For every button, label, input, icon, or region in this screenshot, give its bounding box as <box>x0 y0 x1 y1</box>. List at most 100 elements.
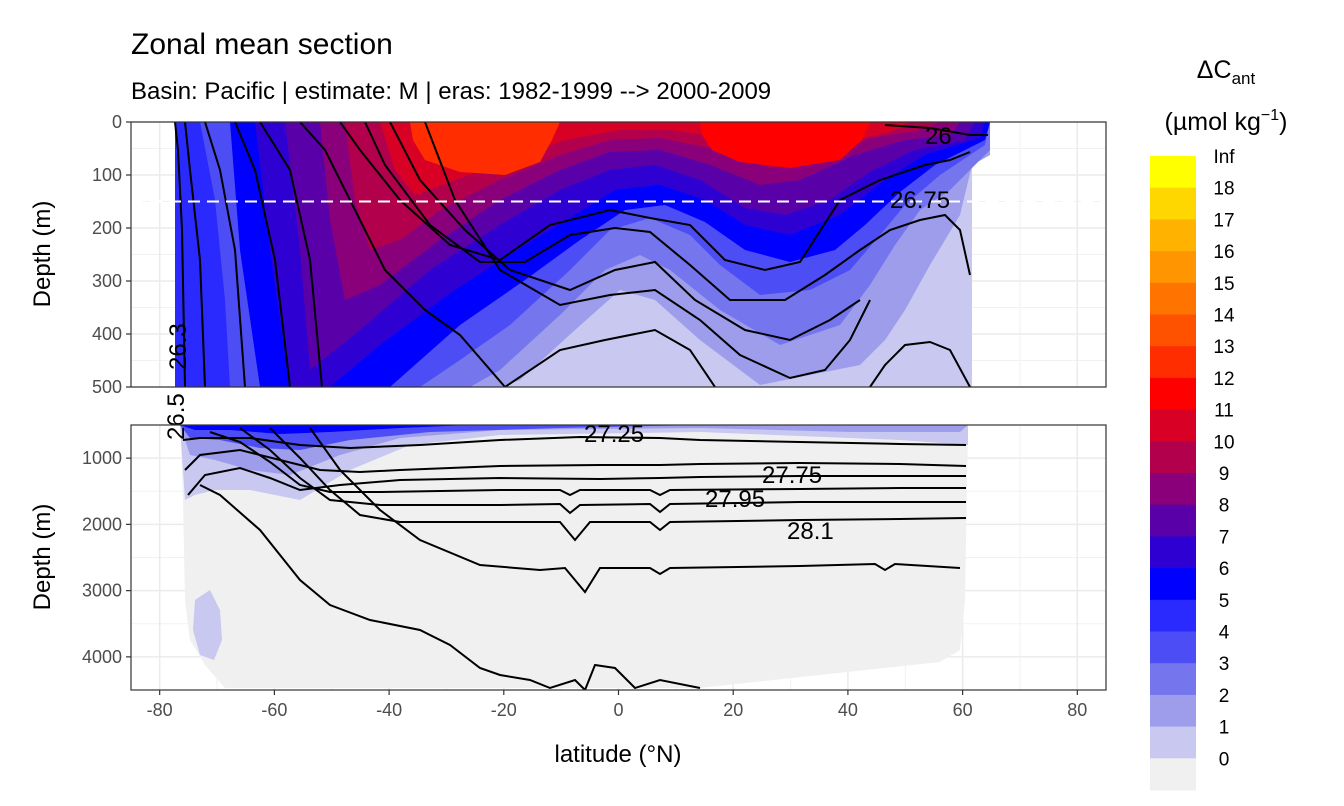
isopycnal-line <box>234 122 291 387</box>
legend-swatch <box>1150 346 1196 379</box>
y-tick-label: 4000 <box>82 647 122 667</box>
legend-swatch <box>1150 187 1196 220</box>
isopycnal-label-26-3: 26.3 <box>165 323 192 370</box>
legend-label: 2 <box>1219 686 1230 707</box>
y-tick-label: 300 <box>92 271 122 291</box>
isopycnal-label-26: 26 <box>925 123 952 150</box>
x-axis: -80 -60 -40 -20 0 20 40 60 80 <box>147 690 1087 720</box>
isopycnal-line <box>339 122 971 272</box>
isopycnal-label-26-5: 26.5 <box>163 393 190 440</box>
legend-label: 1 <box>1219 718 1230 739</box>
legend-label: 13 <box>1213 337 1234 358</box>
isopycnal-line <box>184 122 206 387</box>
isopycnal-line <box>269 427 967 542</box>
x-tick-label: 20 <box>723 700 743 720</box>
legend-swatch <box>1150 631 1196 664</box>
lower-panel: 27.25 27.75 27.95 28.1 26.5 100020003000… <box>82 393 1107 720</box>
legend-unit: (µmol kg−1) <box>1165 107 1288 136</box>
legend-title: ΔCant <box>1197 56 1256 88</box>
isopycnal-line <box>299 122 506 387</box>
isopycnal-line <box>209 431 966 497</box>
legend-label: 8 <box>1219 496 1230 517</box>
legend-label: 17 <box>1213 210 1234 231</box>
legend-label: 6 <box>1219 559 1230 580</box>
fill-region-level-1-patch <box>193 590 222 660</box>
legend-label: 16 <box>1213 242 1234 263</box>
y-tick-label: 100 <box>92 165 122 185</box>
isopycnal-line <box>204 122 246 387</box>
legend-swatch <box>1150 251 1196 284</box>
legend-swatch <box>1150 156 1196 189</box>
fill-region-level-13 <box>410 122 560 175</box>
x-tick-label: -20 <box>491 700 517 720</box>
isopycnal-line <box>182 435 967 450</box>
y-tick-label: 400 <box>92 324 122 344</box>
legend-swatch <box>1150 441 1196 474</box>
upper-panel-border <box>130 121 1107 388</box>
legend-swatch <box>1150 377 1196 411</box>
y-tick-label: 3000 <box>82 581 122 601</box>
x-tick-label: 80 <box>1067 700 1087 720</box>
y-axis-title-lower: Depth (m) <box>29 504 56 611</box>
y-axis-title-upper: Depth (m) <box>29 201 56 308</box>
legend-label: 4 <box>1219 623 1230 644</box>
isopycnal-label-27-95: 27.95 <box>705 486 765 513</box>
legend-swatch <box>1150 473 1196 506</box>
fill-region-level-5 <box>175 122 230 387</box>
x-tick-label: 60 <box>953 700 973 720</box>
x-axis-title: latitude (°N) <box>555 741 682 768</box>
isopycnal-line <box>239 427 966 515</box>
isopycnal-line <box>184 448 967 474</box>
isopycnal-label-28-1: 28.1 <box>787 518 834 545</box>
isopycnal-label-26-75: 26.75 <box>890 187 950 214</box>
fill-region-level-12 <box>700 122 870 168</box>
legend-label: 15 <box>1213 274 1234 295</box>
legend-label: 12 <box>1213 369 1234 390</box>
upper-isopycnals <box>174 122 988 387</box>
legend-swatch <box>1150 568 1196 601</box>
isopycnal-line <box>199 484 701 690</box>
isopycnal-line <box>187 466 966 496</box>
legend-label: 14 <box>1213 306 1235 327</box>
legend-swatch <box>1150 282 1196 315</box>
upper-fill-layer <box>175 122 990 387</box>
legend-swatch <box>1150 314 1196 347</box>
legend-label: 5 <box>1219 591 1230 612</box>
isopycnal-line <box>869 340 971 387</box>
legend-swatch <box>1150 663 1196 696</box>
x-tick-label: -80 <box>147 700 173 720</box>
color-legend: ΔCant (µmol kg−1) Inf1817161514131211109… <box>1150 56 1287 791</box>
isopycnal-label-27-75: 27.75 <box>762 462 822 489</box>
legend-swatch <box>1150 219 1196 252</box>
legend-swatch <box>1150 599 1196 632</box>
fill-region-level-2 <box>180 425 968 475</box>
legend-label: 11 <box>1214 401 1234 422</box>
legend-swatch <box>1150 758 1196 791</box>
y-tick-label: 1000 <box>82 448 122 468</box>
x-tick-label: 40 <box>838 700 858 720</box>
x-tick-label: -60 <box>261 700 287 720</box>
lower-y-axis: 1000 2000 3000 4000 <box>82 448 131 667</box>
isopycnal-line <box>424 122 871 380</box>
x-tick-label: 0 <box>613 700 623 720</box>
isopycnal-line <box>309 427 961 594</box>
isopycnal-line <box>504 328 716 387</box>
isopycnal-line <box>389 122 861 342</box>
isopycnal-line <box>884 124 988 136</box>
legend-label: Inf <box>1213 147 1235 168</box>
isopycnal-line <box>174 122 186 387</box>
legend-label: 0 <box>1219 749 1230 770</box>
upper-y-axis: 0 100 200 300 400 500 <box>92 112 131 397</box>
legend-swatch <box>1150 409 1196 442</box>
legend-swatch <box>1150 726 1196 759</box>
legend-label: 7 <box>1219 527 1230 548</box>
y-tick-label: 200 <box>92 218 122 238</box>
chart-title: Zonal mean section <box>131 28 393 61</box>
legend-swatch <box>1150 694 1196 728</box>
y-tick-label: 500 <box>92 377 122 397</box>
legend-label: 10 <box>1213 432 1234 453</box>
legend-swatch <box>1150 504 1196 537</box>
lower-isopycnals <box>182 427 967 690</box>
